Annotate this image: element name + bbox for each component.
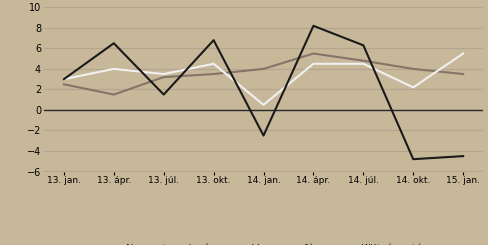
Legend: Nemzetgazdaság, Versenyszféra, Költségvetés: Nemzetgazdaság, Versenyszféra, Költségve… (95, 239, 432, 245)
